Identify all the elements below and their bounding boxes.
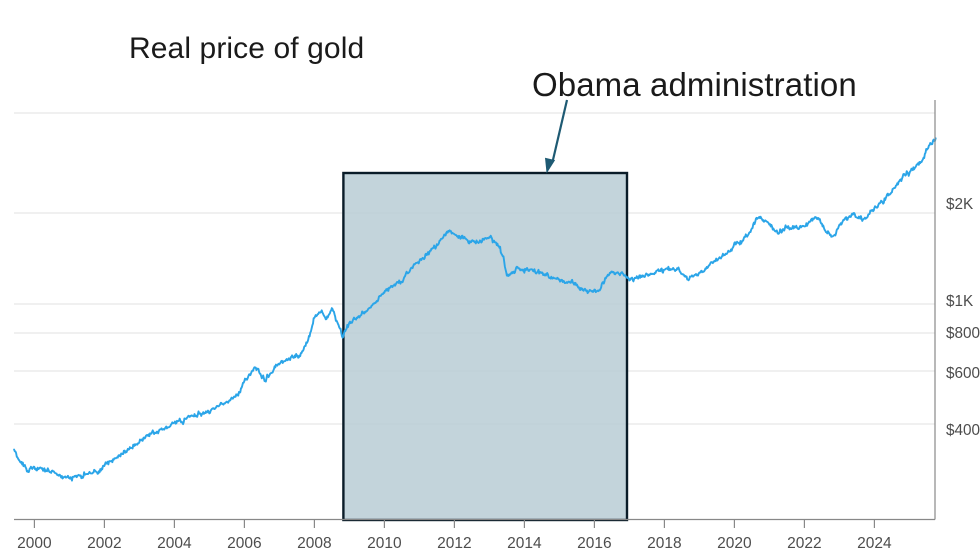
svg-text:2022: 2022 xyxy=(787,535,821,552)
svg-text:2016: 2016 xyxy=(577,535,611,552)
svg-text:2014: 2014 xyxy=(507,535,542,552)
svg-text:2024: 2024 xyxy=(857,535,892,552)
svg-text:2010: 2010 xyxy=(367,535,402,552)
svg-text:$1K: $1K xyxy=(946,293,974,310)
svg-text:2000: 2000 xyxy=(17,535,52,552)
svg-text:2002: 2002 xyxy=(87,535,121,552)
svg-text:2004: 2004 xyxy=(157,535,192,552)
svg-text:2012: 2012 xyxy=(437,535,471,552)
svg-text:$800: $800 xyxy=(946,325,980,342)
svg-text:$2K: $2K xyxy=(946,196,974,213)
svg-text:$400: $400 xyxy=(946,422,980,439)
svg-text:2008: 2008 xyxy=(297,535,331,552)
svg-text:2018: 2018 xyxy=(647,535,681,552)
svg-text:$600: $600 xyxy=(946,365,980,382)
svg-text:2006: 2006 xyxy=(227,535,261,552)
svg-text:2020: 2020 xyxy=(717,535,752,552)
